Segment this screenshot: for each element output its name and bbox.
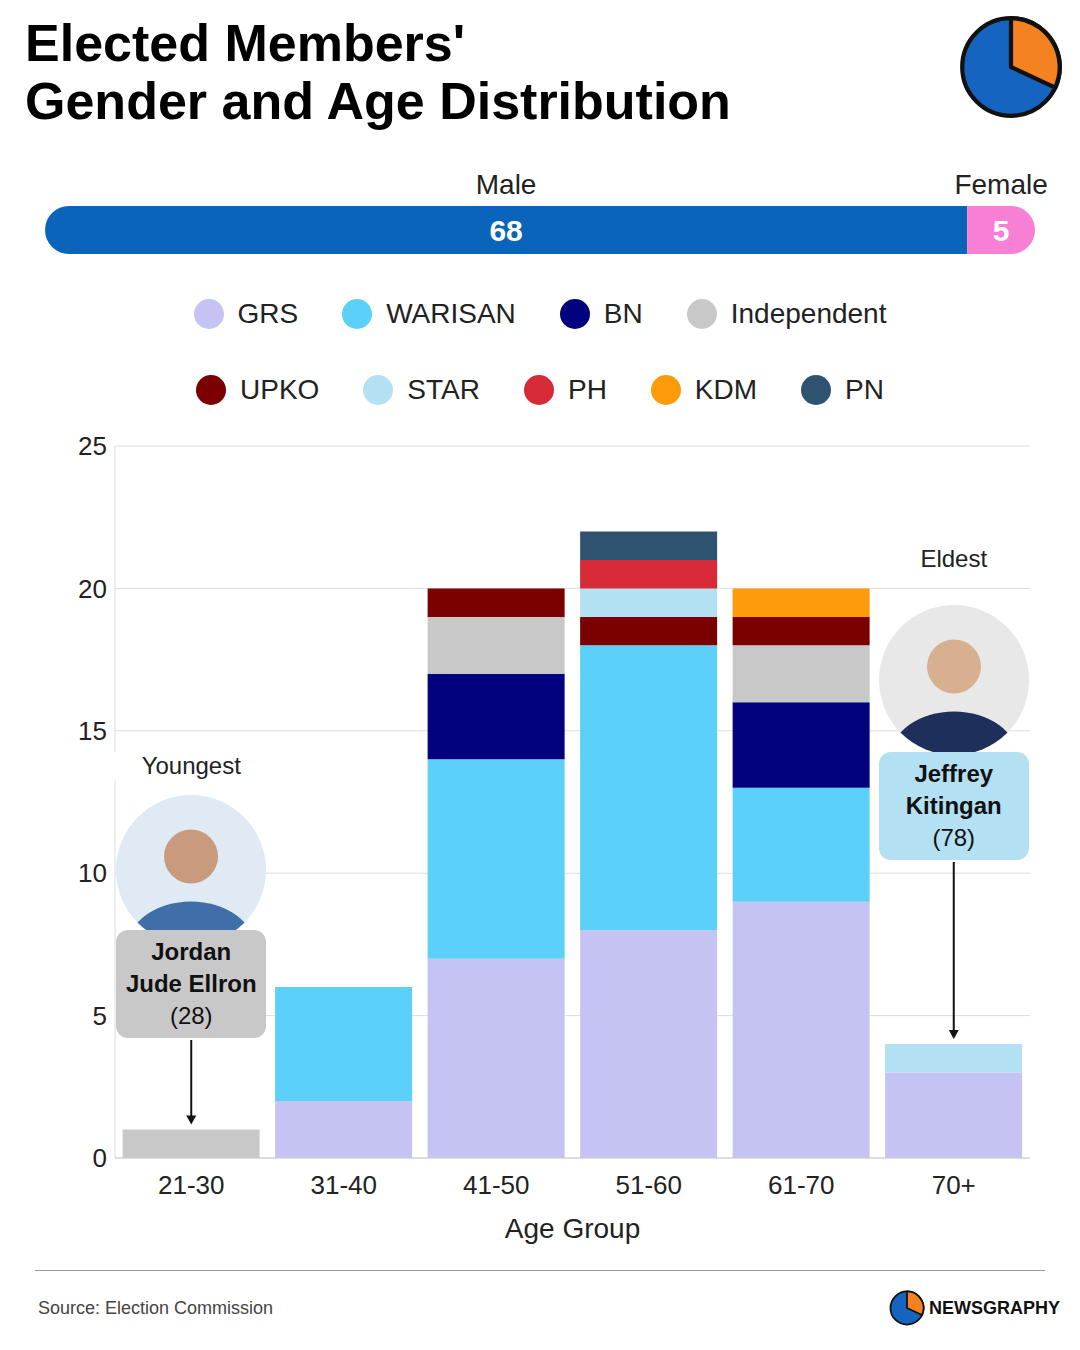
svg-text:Age Group: Age Group: [505, 1213, 640, 1244]
svg-text:10: 10: [78, 858, 107, 888]
html-text:Jordan Jude Ellron: Jordan Jude Ellron: [125, 938, 257, 997]
html-text:KDM: KDM: [694, 374, 758, 405]
svg-text:51-60: 51-60: [616, 1170, 683, 1200]
html-text:PH: PH: [568, 374, 607, 405]
svg-text:15: 15: [78, 716, 107, 746]
svg-text:20: 20: [78, 574, 107, 604]
html-text:WARISAN: WARISAN: [386, 298, 516, 329]
html-text:Gender and Age Distribution: Gender and Age Distribution: [25, 72, 731, 130]
html-text:(78): (78): [932, 824, 976, 851]
html-text:(28): (28): [169, 1002, 213, 1029]
svg-text:70+: 70+: [932, 1170, 976, 1200]
svg-text:68: 68: [489, 214, 522, 247]
svg-text:Male: Male: [476, 169, 537, 200]
svg-text:31-40: 31-40: [311, 1170, 378, 1200]
html-text:Source: Election Commission: Source: Election Commission: [38, 1298, 274, 1318]
svg-text:5: 5: [93, 1001, 107, 1031]
html-text:Independent: Independent: [730, 298, 887, 329]
html-text:GRS: GRS: [237, 298, 299, 329]
svg-text:5: 5: [993, 214, 1010, 247]
svg-text:Female: Female: [954, 169, 1047, 200]
html-text:STAR: STAR: [407, 374, 480, 405]
html-text:BN: BN: [603, 298, 643, 329]
html-text:Youngest: Youngest: [141, 752, 241, 779]
html-text:NEWSGRAPHY: NEWSGRAPHY: [929, 1297, 1060, 1318]
svg-text:61-70: 61-70: [768, 1170, 835, 1200]
html-text:PN: PN: [845, 374, 884, 405]
svg-text:41-50: 41-50: [463, 1170, 530, 1200]
html-text:UPKO: UPKO: [240, 374, 320, 405]
html-text:Jeffrey Kitingan: Jeffrey Kitingan: [905, 760, 1002, 819]
html-text:Elected Members': Elected Members': [25, 14, 466, 72]
svg-text:0: 0: [93, 1143, 107, 1173]
svg-text:21-30: 21-30: [158, 1170, 225, 1200]
svg-text:25: 25: [78, 431, 107, 461]
html-text:Eldest: Eldest: [920, 545, 988, 572]
